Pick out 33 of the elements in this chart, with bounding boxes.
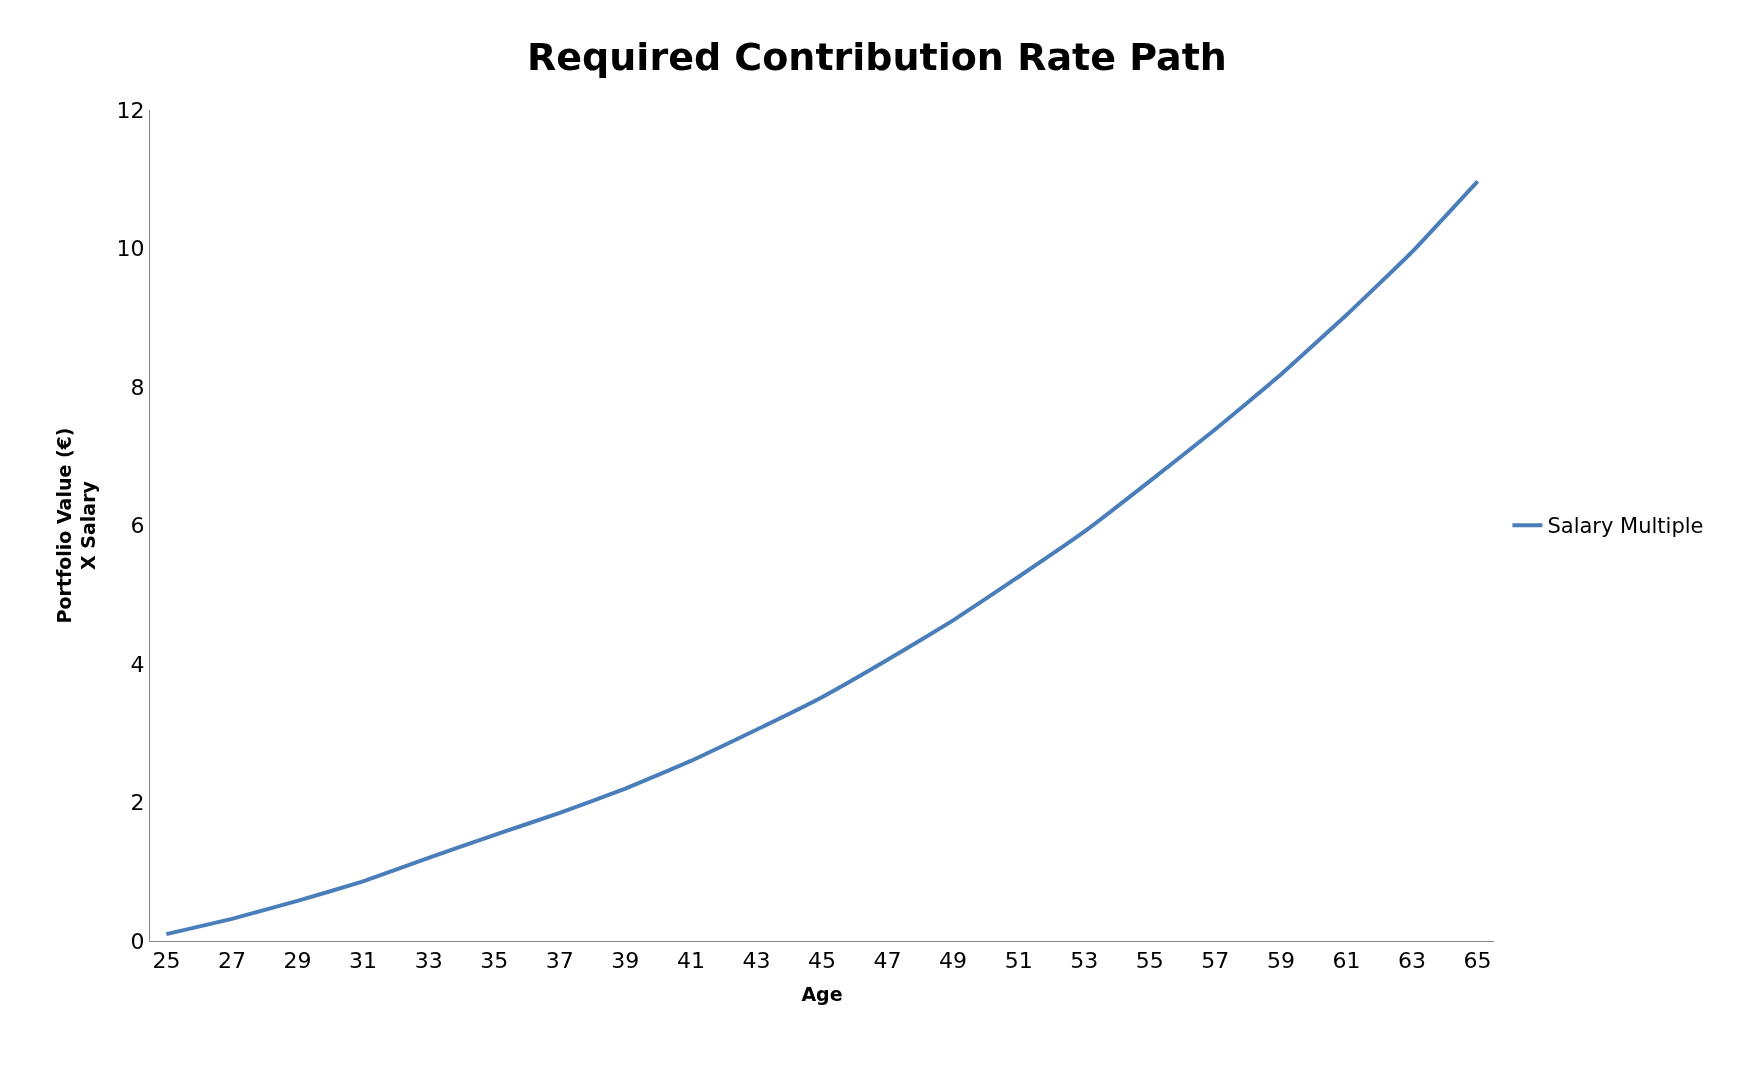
legend-label: Salary Multiple [1547, 514, 1704, 539]
x-tick-label: 57 [1201, 948, 1230, 974]
y-tick-label: 6 [130, 513, 145, 539]
x-tick-label: 35 [480, 948, 509, 974]
x-tick-label: 65 [1463, 948, 1492, 974]
y-tick-label: 12 [116, 97, 145, 123]
x-tick-label: 31 [349, 948, 378, 974]
x-tick-label: 53 [1070, 948, 1099, 974]
x-tick-label: 63 [1398, 948, 1427, 974]
line-series [164, 179, 1480, 937]
x-tick-label: 59 [1266, 948, 1295, 974]
y-tick-label: 2 [130, 790, 145, 816]
x-tick-label: 45 [808, 948, 836, 974]
x-tick-label: 39 [611, 948, 640, 974]
y-tick-label: 0 [130, 928, 145, 954]
y-axis-title: Portfolio Value (€) X Salary [52, 427, 100, 624]
x-tick-label: 33 [414, 948, 443, 974]
chart-title: Required Contribution Rate Path [527, 34, 1227, 79]
x-tick-label: 43 [742, 948, 771, 974]
x-tick-label: 25 [152, 948, 181, 974]
x-tick-label: 29 [283, 948, 312, 974]
x-tick-label: 55 [1135, 948, 1164, 974]
x-tick-label: 41 [676, 948, 705, 974]
x-tick-label: 49 [939, 948, 968, 974]
x-tick-label: 37 [545, 948, 574, 974]
y-tick-label: 4 [130, 651, 145, 677]
x-axis-title: Age [801, 983, 843, 1006]
y-tick-label: 10 [116, 236, 145, 262]
x-tick-label: 47 [873, 948, 902, 974]
x-tick-label: 61 [1332, 948, 1361, 974]
x-tick-label: 27 [217, 948, 246, 974]
y-tick-label: 8 [130, 374, 145, 400]
x-tick-label: 51 [1004, 948, 1033, 974]
